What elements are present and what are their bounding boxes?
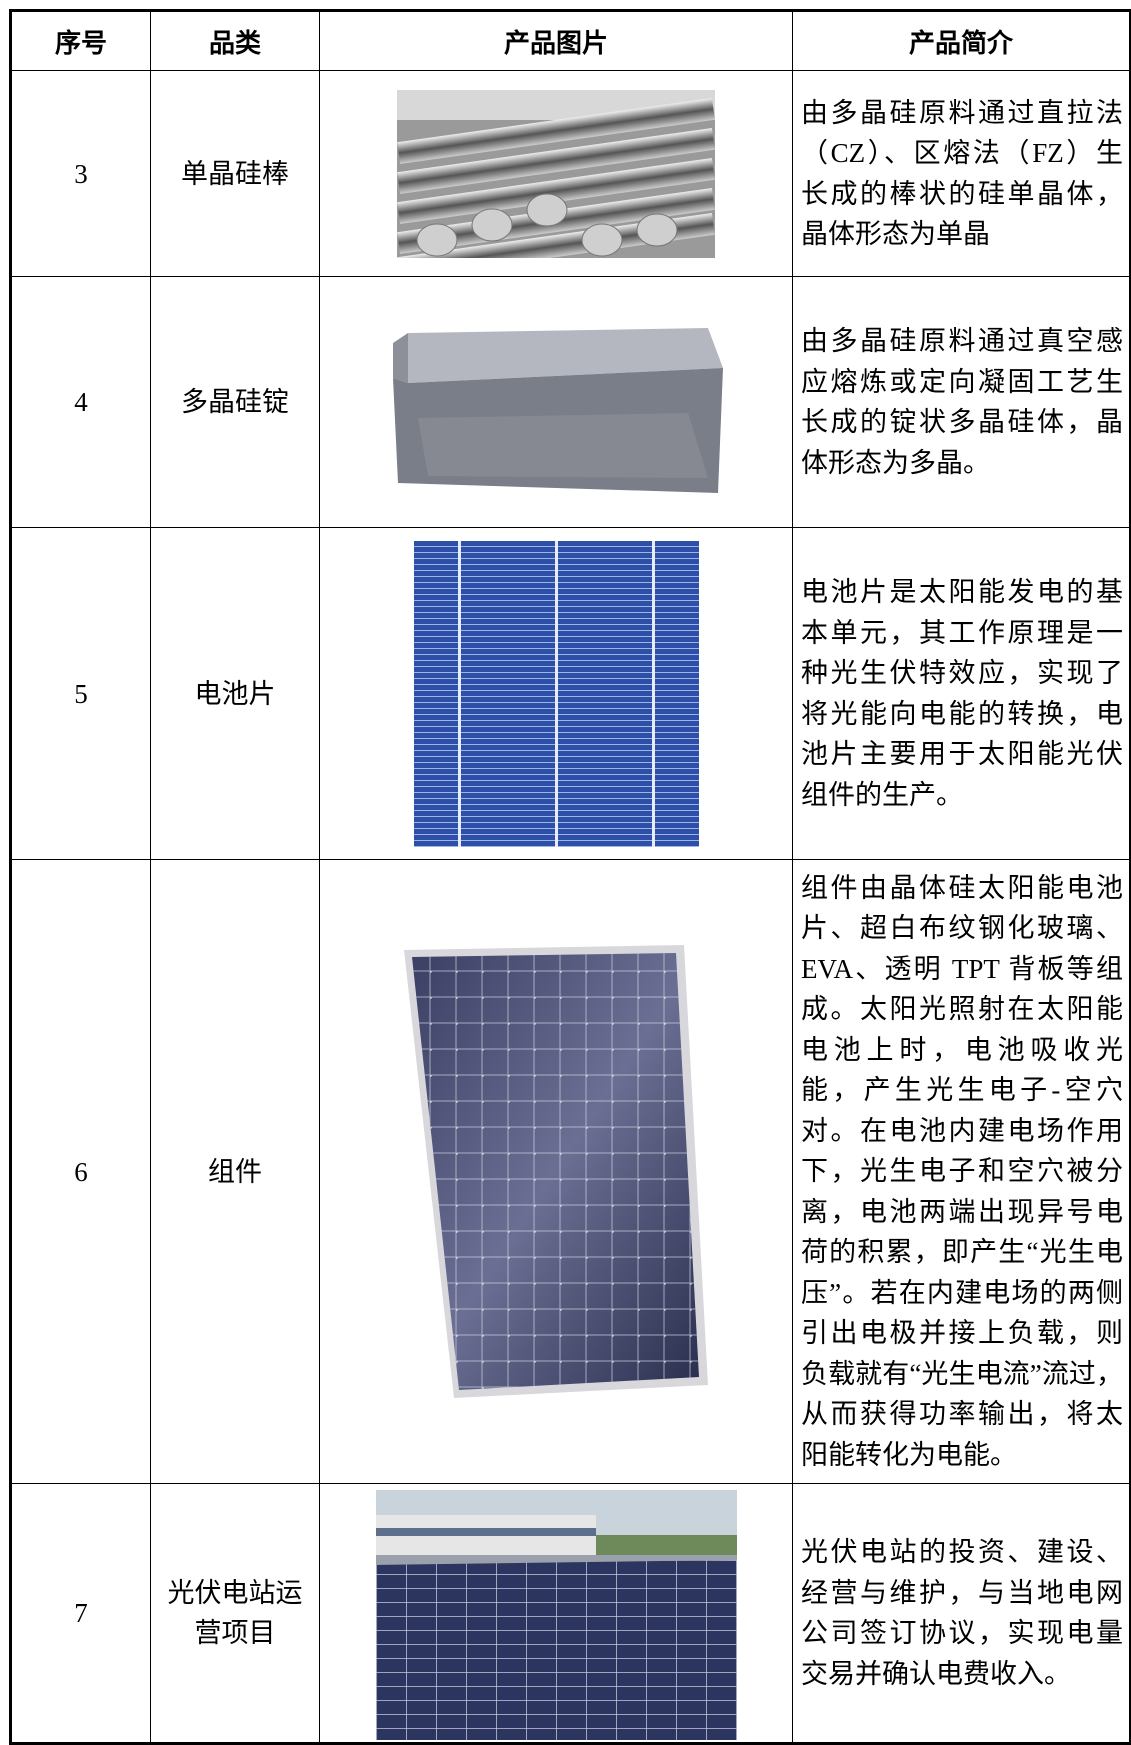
- index: 5: [10, 527, 151, 860]
- description: 由多晶硅原料通过真空感应熔炼或定向凝固工艺生长成的锭状多晶硅体，晶体形态为多晶。: [792, 276, 1131, 528]
- header: 产品图片: [319, 10, 793, 71]
- product-table: 序号 品类 产品图片 产品简介 3 单晶硅棒: [9, 9, 1131, 1745]
- image-cell: [319, 276, 793, 528]
- image-cell: [319, 70, 793, 277]
- row: 4 多晶硅锭 由多晶硅原料通过真空感应熔炼或定向凝固工艺生长成的锭状多晶硅体，晶…: [10, 276, 1131, 528]
- category: 单晶硅棒: [150, 70, 320, 277]
- header: 序号: [10, 10, 151, 71]
- description: 由多晶硅原料通过直拉法（CZ）、区熔法（FZ）生长成的棒状的硅单晶体，晶体形态为…: [792, 70, 1131, 277]
- description: 光伏电站的投资、建设、经营与维护，与当地电网公司签订协议，实现电量交易并确认电费…: [792, 1483, 1131, 1744]
- row: 6 组件 组件由晶体硅太阳能电池片、超白布纹钢化玻璃、EVA、透明 TPT 背板…: [10, 859, 1131, 1484]
- category: 多晶硅锭: [150, 276, 320, 528]
- module-image: [404, 945, 708, 1398]
- index: 7: [10, 1483, 151, 1744]
- row: 5 电池片 电池片是太阳能发电的基本单元，其工作原理是一种光生伏特效应，实现了将…: [10, 527, 1131, 860]
- row: 3 单晶硅棒 由多晶硅原料通过直拉: [10, 70, 1131, 277]
- category: 电池片: [150, 527, 320, 860]
- image-cell: [319, 1483, 793, 1744]
- solar-cell-image: [413, 540, 699, 847]
- header: 品类: [150, 10, 320, 71]
- ingot-image: [392, 328, 723, 493]
- description: 电池片是太阳能发电的基本单元，其工作原理是一种光生伏特效应，实现了将光能向电能的…: [792, 527, 1131, 860]
- row: 7 光伏电站运营项目 光伏电站的投资、建设、经营与维护，与当地电网公司签订协议，…: [10, 1483, 1131, 1744]
- image-cell: [319, 527, 793, 860]
- index: 3: [10, 70, 151, 277]
- header: 产品简介: [792, 10, 1131, 71]
- silicon-rods-image: [397, 89, 715, 258]
- category: 光伏电站运营项目: [150, 1483, 320, 1744]
- header-row: 序号 品类 产品图片 产品简介: [10, 10, 1131, 71]
- index: 4: [10, 276, 151, 528]
- category: 组件: [150, 859, 320, 1484]
- index: 6: [10, 859, 151, 1484]
- power-station-image: [375, 1490, 737, 1740]
- description: 组件由晶体硅太阳能电池片、超白布纹钢化玻璃、EVA、透明 TPT 背板等组成。太…: [792, 859, 1131, 1484]
- image-cell: [319, 859, 793, 1484]
